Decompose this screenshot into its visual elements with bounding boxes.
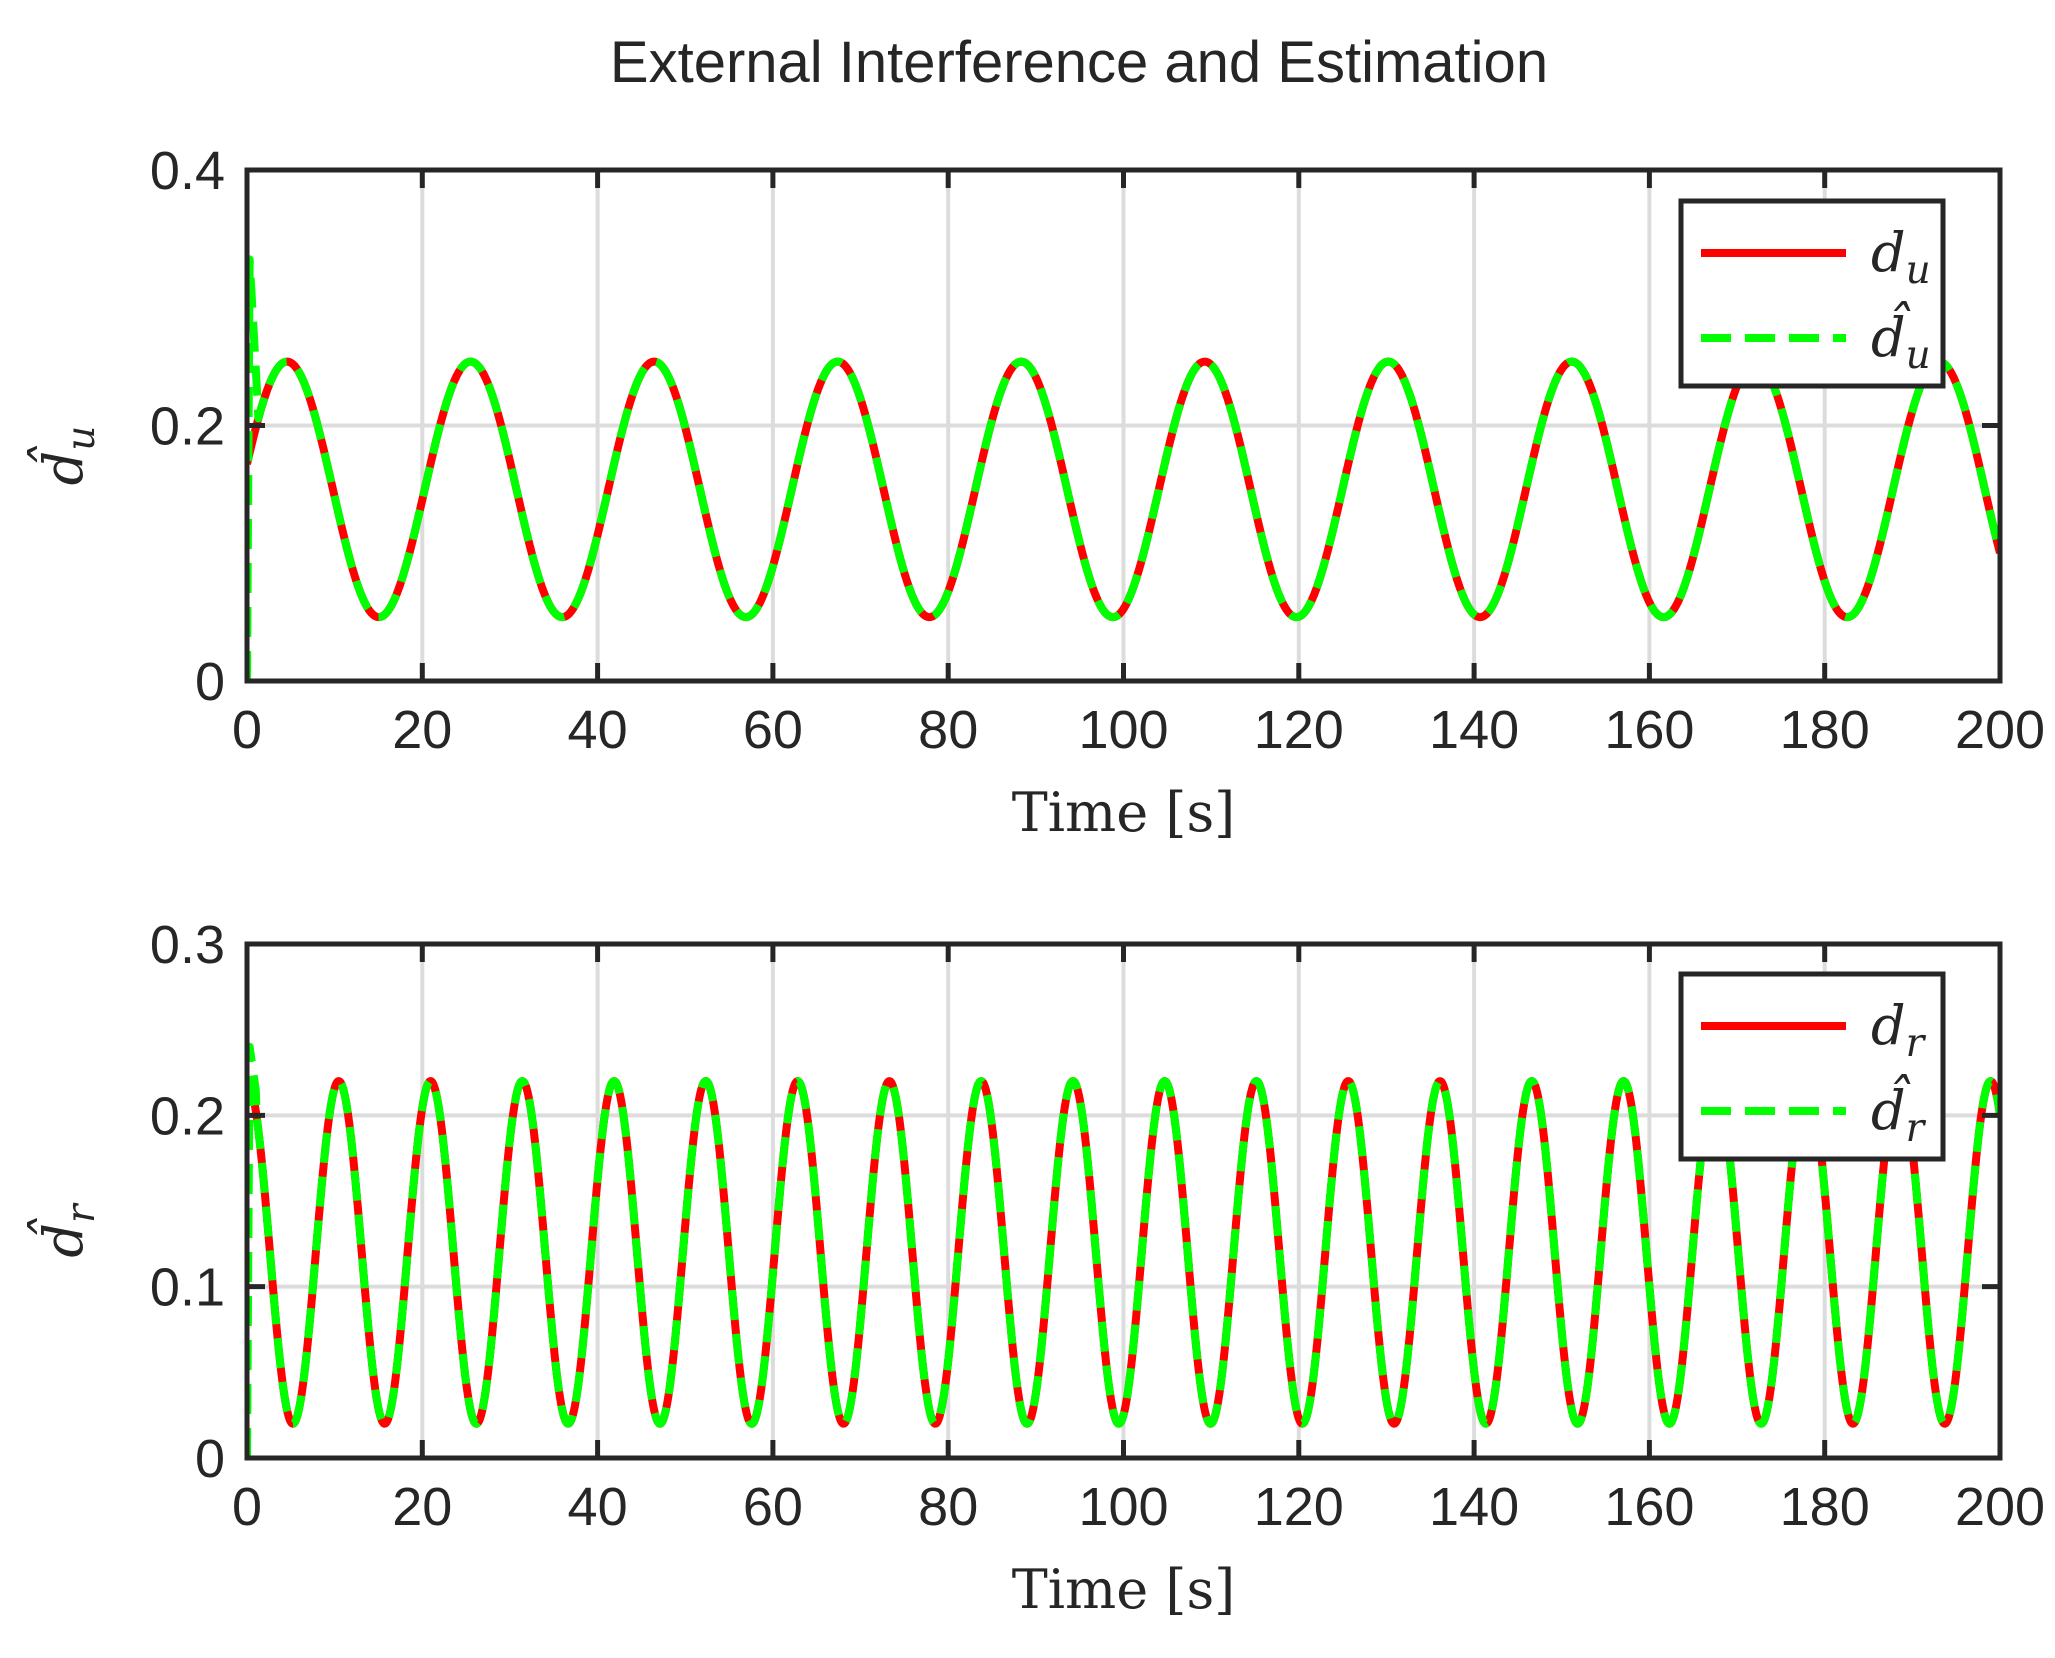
tick-label-y-0.4: 0.4 [150,141,225,201]
series-line-d_r_hat [247,1042,2000,1458]
tick-label-x-100: 100 [1078,700,1168,760]
tick-label-y-0.2: 0.2 [150,397,225,457]
tick-label-x-80: 80 [918,700,978,760]
tick-label-x-80: 80 [918,1477,978,1537]
tick-label-y-0.1: 0.1 [150,1258,225,1318]
legend-label-d_u: du [1871,221,1931,293]
tick-label-x-200: 200 [1955,1477,2045,1537]
tick-label-x-180: 180 [1780,1477,1870,1537]
tick-label-x-120: 120 [1254,1477,1344,1537]
legend-box [1678,198,1946,389]
tick-label-x-180: 180 [1780,700,1870,760]
tick-label-y-0.3: 0.3 [150,915,225,975]
tick-label-x-60: 60 [743,700,803,760]
legend-label-d_u_hat: d̂u [1871,300,1931,378]
axes-top: 0 20 40 60 80 100 120 140 160 180 200 0 0.2 0.4 Time [… [26,141,2045,844]
tick-label-x-40: 40 [568,1477,628,1537]
x-axis-label: Time [s] [1012,781,1235,844]
y-axis-label: d̂r [26,1202,104,1258]
tick-label-x-160: 160 [1604,700,1694,760]
tick-label-x-40: 40 [568,700,628,760]
tick-label-x-100: 100 [1078,1477,1168,1537]
figure-title: External Interference and Estimation [610,30,1548,95]
tick-label-x-200: 200 [1955,700,2045,760]
axes-bottom: 0 20 40 60 80 100 120 140 160 180 200 0 0.1 0.2 0.3 Tim… [26,915,2045,1621]
tick-label-x-60: 60 [743,1477,803,1537]
tick-label-x-20: 20 [392,700,452,760]
tick-label-x-0: 0 [232,700,262,760]
series-line-d_u_hat [247,255,2000,681]
tick-label-x-120: 120 [1254,700,1344,760]
tick-label-y-0.2: 0.2 [150,1086,225,1146]
plot-area [247,255,2000,681]
legend-label-d_r_hat: d̂r [1871,1073,1927,1151]
legend: du d̂u [1678,198,1946,389]
legend-box [1678,971,1946,1162]
tick-label-x-160: 160 [1604,1477,1694,1537]
tick-label-x-140: 140 [1429,700,1519,760]
tick-label-y-0: 0 [195,1429,225,1489]
legend-label-d_r: dr [1871,994,1927,1066]
tick-label-x-140: 140 [1429,1477,1519,1537]
legend: dr d̂r [1678,971,1946,1162]
y-axis-label: d̂u [26,426,104,486]
tick-label-y-0: 0 [195,652,225,712]
tick-label-x-20: 20 [392,1477,452,1537]
tick-label-x-0: 0 [232,1477,262,1537]
x-axis-label: Time [s] [1012,1558,1235,1621]
